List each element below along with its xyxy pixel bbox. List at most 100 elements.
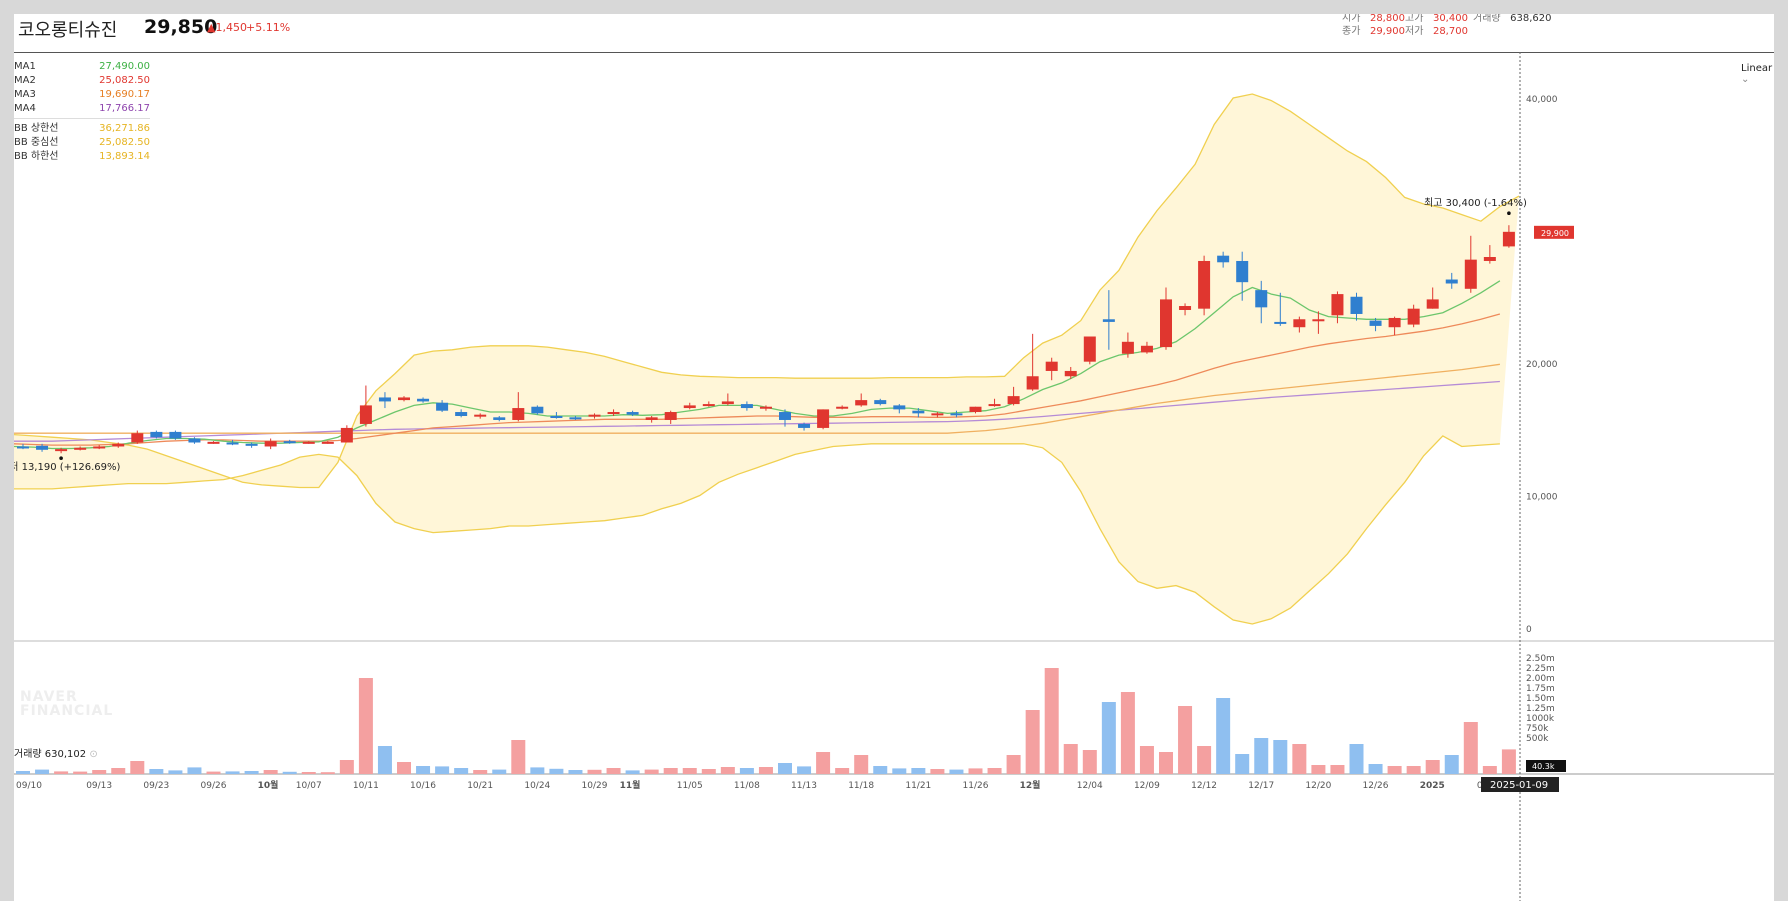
legend-label: MA3 xyxy=(14,89,36,100)
current-price: 29,850 xyxy=(144,16,218,38)
candle-body xyxy=(378,397,391,402)
legend-value: 25,082.50 xyxy=(99,137,150,148)
candle-body xyxy=(264,441,277,447)
volume-bar xyxy=(911,768,926,774)
candle-body xyxy=(1445,279,1458,284)
candle-body xyxy=(1121,341,1134,354)
volume-bar xyxy=(511,740,526,774)
candle-body xyxy=(950,413,963,416)
volume-bar xyxy=(797,766,812,774)
close-value: 29,900 xyxy=(1369,26,1405,37)
legend-row: BB 상한선 36,271.86 xyxy=(14,122,150,136)
volume-bar xyxy=(187,767,202,774)
candle-body xyxy=(1388,317,1401,328)
candle-body xyxy=(588,414,601,417)
watermark-line-1: NAVER xyxy=(20,689,78,705)
volume-bar xyxy=(1425,760,1440,774)
volume-bar xyxy=(606,768,621,774)
candle-body xyxy=(1160,299,1172,348)
last-price-tag xyxy=(1534,225,1574,239)
legend-row: BB 하한선 13,893.14 xyxy=(14,150,150,164)
volume-tick-label: 2.50m xyxy=(1526,654,1555,664)
volume-bar xyxy=(1101,702,1116,774)
low-value: 28,700 xyxy=(1432,26,1468,37)
ma1-line xyxy=(14,280,1501,450)
volume-tick-label: 2.25m xyxy=(1526,664,1555,674)
candle-body xyxy=(1502,231,1515,247)
candle-body xyxy=(131,433,144,443)
volume-bar xyxy=(320,772,335,774)
volume-bar xyxy=(835,768,850,774)
volume-bar xyxy=(16,771,30,774)
volume-bar xyxy=(568,770,583,774)
date-tick-label: 10/21 xyxy=(467,781,493,791)
volume-bar xyxy=(663,768,678,774)
volume-bar xyxy=(377,746,392,774)
volume-bar xyxy=(930,769,945,774)
candle-body xyxy=(1045,361,1058,371)
legend-value: 36,271.86 xyxy=(99,123,150,134)
volume-bar xyxy=(1235,754,1250,774)
open-value: 28,800 xyxy=(1369,14,1405,24)
chevron-down-icon: ⌄ xyxy=(1741,74,1750,85)
price-tick-label: 20,000 xyxy=(1526,360,1558,370)
volume-bar xyxy=(206,771,221,774)
volume-bar xyxy=(1406,766,1421,774)
candle-body xyxy=(1198,260,1211,309)
volume-bar xyxy=(244,771,259,774)
volume-bar xyxy=(1368,764,1383,774)
volume-bar xyxy=(816,752,831,774)
date-tick-label: 12/26 xyxy=(1363,781,1389,791)
candle-body xyxy=(93,446,106,449)
volume-bar xyxy=(1254,738,1269,774)
date-tick-label: 11/05 xyxy=(677,781,703,791)
candle-body xyxy=(798,423,811,428)
candle-body xyxy=(283,441,296,444)
watermark-line-2: FINANCIAL xyxy=(20,703,114,719)
candle-body xyxy=(436,402,449,411)
date-tick-label: 12/20 xyxy=(1305,781,1331,791)
high-value: 30,400 xyxy=(1432,14,1468,24)
candle-body xyxy=(1312,319,1325,322)
candle-body xyxy=(1217,255,1230,263)
candle-body xyxy=(169,431,182,439)
low-marker-dot xyxy=(59,456,63,461)
legend-label: BB 중심선 xyxy=(14,137,59,148)
candle-body xyxy=(1426,299,1439,309)
volume-bar xyxy=(758,767,773,774)
volume-legend-label: 거래량 630,102 xyxy=(14,749,87,760)
stock-name[interactable]: 코오롱티슈진 xyxy=(18,20,118,41)
candle-body xyxy=(340,427,353,443)
volume-bar xyxy=(892,768,907,774)
volume-label: 거래량 xyxy=(1473,14,1501,24)
cursor-date-label: 2025-01-09 xyxy=(1490,780,1548,791)
volume-bar xyxy=(968,768,983,774)
candle-body xyxy=(779,412,791,420)
volume-bar xyxy=(778,763,792,774)
date-tick-label: 11월 xyxy=(620,779,641,791)
legend-row: MA4 17,766.17 xyxy=(14,102,150,116)
candle-body xyxy=(664,412,677,420)
candle-body xyxy=(607,412,620,415)
date-tick-label: 09/23 xyxy=(143,781,169,791)
legend-row: MA2 25,082.50 xyxy=(14,74,150,88)
price-chart[interactable]: 0 10,000 20,000 40,000 500k750k1000k1.25m1.5… xyxy=(14,14,1774,901)
volume-bar xyxy=(1159,752,1173,774)
candle-body xyxy=(759,406,772,409)
date-tick-label: 11/13 xyxy=(791,781,817,791)
volume-bar xyxy=(1292,744,1307,774)
date-tick-label: 09/10 xyxy=(16,781,42,791)
volume-bar xyxy=(1044,668,1059,774)
stock-header: 코오롱티슈진 29,850 ▲1,450 +5.11% 시가 28,800 종가… xyxy=(14,14,1774,53)
candle-body xyxy=(512,408,525,420)
volume-bar xyxy=(92,770,107,774)
candle-body xyxy=(493,417,506,420)
date-tick-label: 09/26 xyxy=(201,781,227,791)
candle-body xyxy=(912,410,925,414)
candle-body xyxy=(740,404,753,409)
scale-mode-dropdown[interactable]: Linear ⌄ xyxy=(1741,63,1774,85)
volume-bar xyxy=(454,768,469,774)
volume-bar xyxy=(397,762,411,774)
settings-icon[interactable]: ⊙ xyxy=(89,749,98,760)
candle-body xyxy=(1274,321,1287,324)
